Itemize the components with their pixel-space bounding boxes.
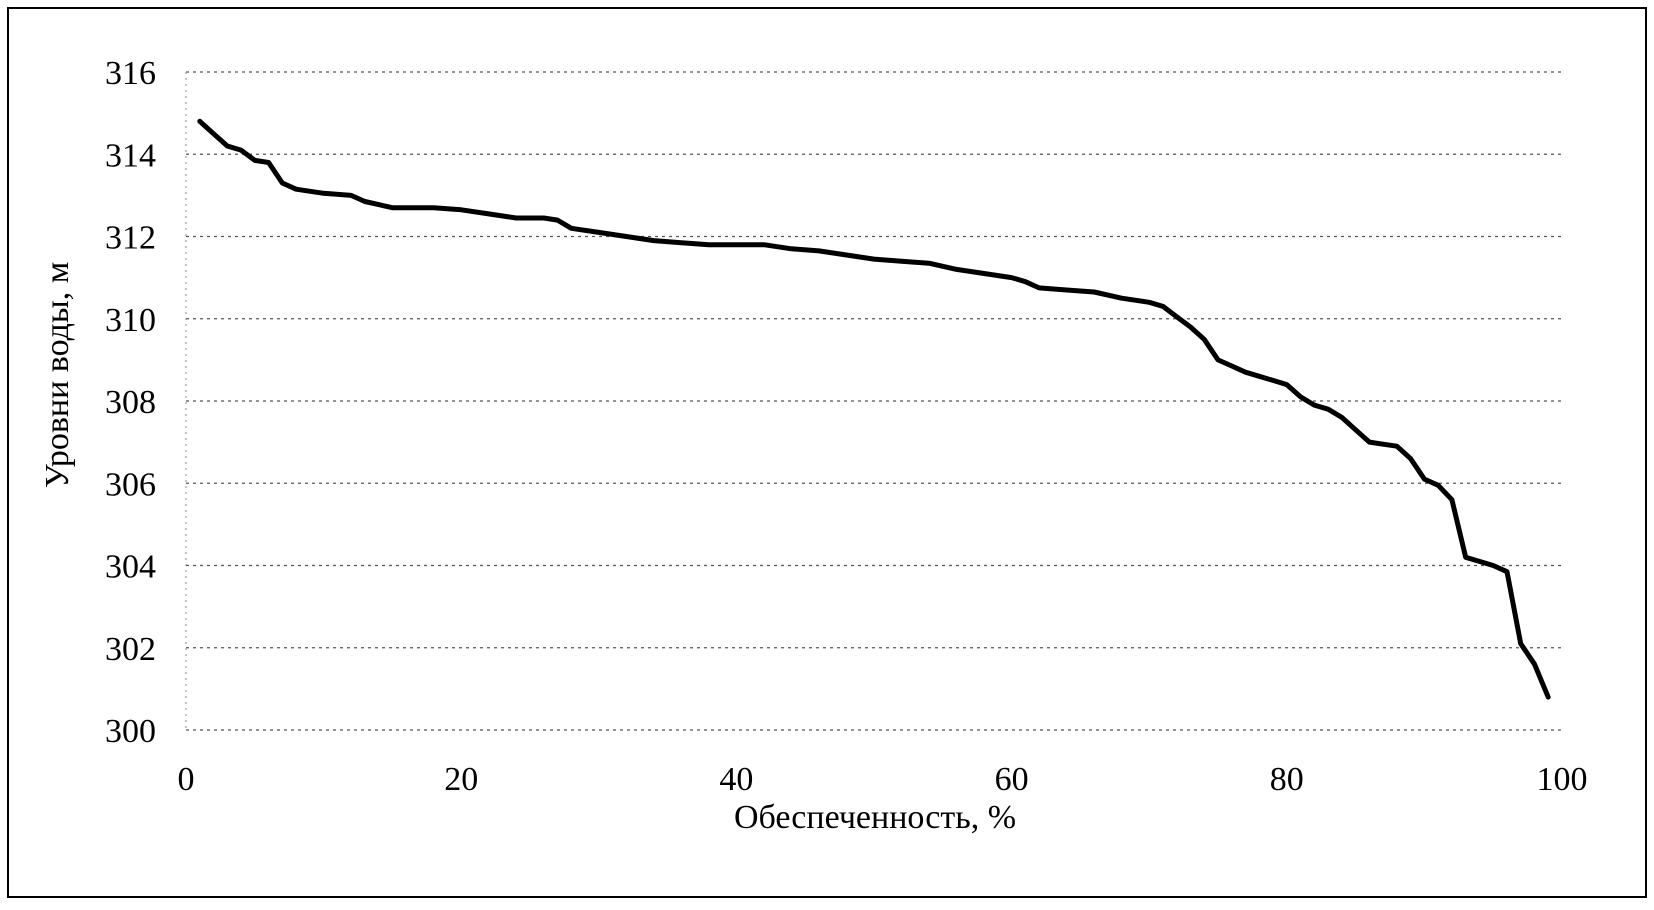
y-tick-label: 306 [105, 466, 156, 503]
y-tick-label: 300 [105, 713, 156, 750]
y-tick-label: 304 [105, 549, 156, 586]
y-axis-title: Уровни воды, м [39, 262, 76, 489]
x-tick-label: 60 [995, 761, 1029, 798]
x-tick-label: 100 [1537, 761, 1588, 798]
x-tick-label: 0 [178, 761, 195, 798]
x-tick-label: 40 [719, 761, 753, 798]
data-line [197, 118, 1551, 700]
chart-frame [7, 7, 1647, 898]
y-tick-label: 314 [105, 137, 156, 174]
y-tick-label: 308 [105, 384, 156, 421]
y-tick-label: 312 [105, 220, 156, 257]
x-tick-label: 20 [444, 761, 478, 798]
x-axis-title: Обеспеченность, % [734, 799, 1016, 836]
y-tick-label: 310 [105, 302, 156, 339]
y-tick-label: 316 [105, 55, 156, 92]
y-tick-label: 302 [105, 631, 156, 668]
x-tick-label: 80 [1270, 761, 1304, 798]
